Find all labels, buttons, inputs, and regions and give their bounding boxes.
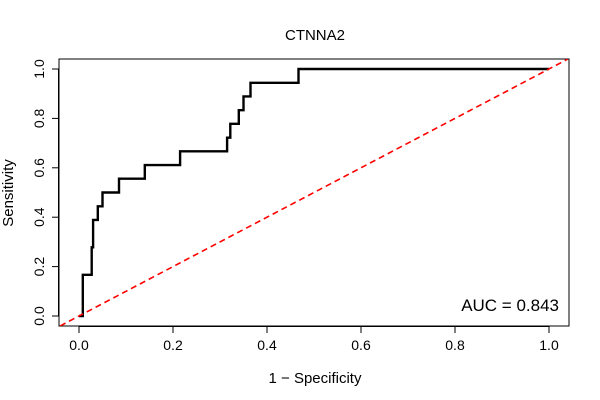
diagonal-reference-line: [59, 59, 569, 326]
y-tick-label: 0.0: [31, 306, 47, 326]
y-axis: 0.0 0.2 0.4 0.6 0.8 1.0: [31, 59, 59, 326]
y-tick-label: 0.8: [31, 108, 47, 128]
plot-lines: [59, 59, 569, 326]
y-axis-label: Sensitivity: [0, 159, 17, 227]
roc-curve: [79, 67, 549, 318]
x-tick-label: 0.4: [257, 337, 277, 353]
y-tick-label: 1.0: [31, 59, 47, 79]
chart-title: CTNNA2: [285, 27, 345, 44]
auc-annotation: AUC = 0.843: [461, 296, 559, 315]
y-tick-label: 0.6: [31, 158, 47, 178]
x-tick-label: 0.6: [351, 337, 371, 353]
x-tick-label: 0.2: [163, 337, 183, 353]
y-tick-label: 0.4: [31, 207, 47, 227]
x-tick-label: 1.0: [539, 337, 559, 353]
y-tick-label: 0.2: [31, 257, 47, 277]
x-tick-label: 0.0: [69, 337, 89, 353]
x-axis: 0.0 0.2 0.4 0.6 0.8 1.0: [69, 326, 559, 353]
x-axis-label: 1 − Specificity: [269, 370, 362, 387]
x-tick-label: 0.8: [445, 337, 465, 353]
